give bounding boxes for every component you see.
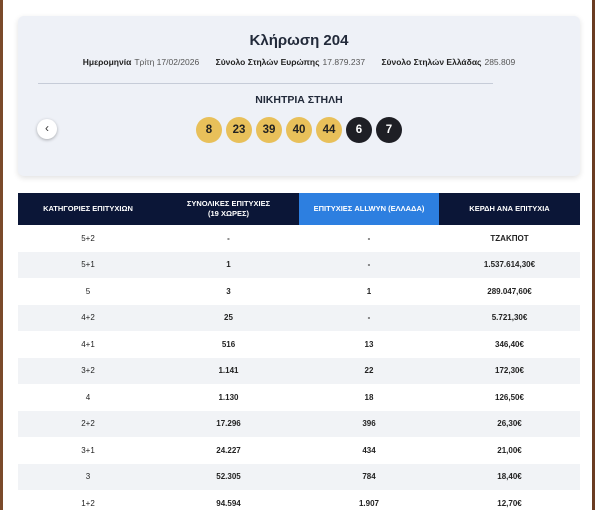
table-row: 5+1 1-1.537.614,30€ [18, 251, 580, 278]
allwyn-wins-cell: 1 [366, 286, 372, 296]
draw-meta-row: Ημερομηνία Τρίτη 17/02/2026 Σύνολο Στηλών… [18, 57, 580, 67]
total-wins-cell: 516 [221, 339, 236, 349]
total-wins-cell: - [227, 233, 230, 243]
divider [38, 83, 493, 84]
category-cell: 4+1 [81, 339, 95, 349]
draw-date: Ημερομηνία Τρίτη 17/02/2026 [83, 57, 199, 67]
prize-cell: ΤΖΑΚΠΟΤ [490, 233, 529, 243]
allwyn-wins-cell: 1.907 [358, 498, 380, 508]
draw-summary-card: Κλήρωση 204 Ημερομηνία Τρίτη 17/02/2026 Σ… [18, 16, 580, 176]
category-cell: 3+1 [81, 445, 95, 455]
allwyn-wins-cell: 13 [364, 339, 374, 349]
header-total-line1: ΣΥΝΟΛΙΚΕΣ ΕΠΙΤΥΧΙΕΣ [186, 199, 271, 208]
table-row: 5 3 1 289.047,60€ [18, 278, 580, 305]
category-cell: 4+2 [18, 304, 158, 331]
category-cell: 3+2 [18, 357, 158, 384]
number-ball: 39 [256, 117, 282, 143]
draw-title: Κλήρωση 204 [249, 32, 349, 49]
greece-total-value: 285.809 [484, 57, 516, 67]
table-row: 4+2 25-5.721,30€ [18, 304, 580, 331]
total-wins-cell: 94.594 [216, 498, 241, 508]
previous-draw-button[interactable]: ‹ [37, 119, 57, 139]
number-ball: 23 [226, 117, 252, 143]
europe-total-value: 17.879.237 [322, 57, 366, 67]
total-wins-cell: 25 [158, 304, 299, 331]
chevron-left-icon: ‹ [45, 121, 49, 135]
star-ball: 7 [376, 117, 402, 143]
allwyn-wins-cell: 434 [362, 445, 376, 455]
number-ball: 40 [286, 117, 312, 143]
category-cell: 3 [18, 463, 158, 490]
table-row: 1+2 94.594 1.907 12,70€ [18, 490, 580, 510]
number-ball: 44 [316, 117, 342, 143]
total-wins-cell: 1 [158, 251, 299, 278]
total-wins-cell: 3 [226, 286, 231, 296]
background-edge-left [0, 0, 3, 510]
results-table: ΚΑΤΗΓΟΡΙΕΣ ΕΠΙΤΥΧΙΩΝ ΣΥΝΟΛΙΚΕΣ ΕΠΙΤΥΧΙΕΣ… [18, 193, 580, 510]
allwyn-wins-cell: - [299, 251, 439, 278]
prize-cell: 346,40€ [495, 339, 524, 349]
allwyn-wins-cell: - [367, 233, 371, 243]
total-wins-cell: 52.305 [158, 463, 299, 490]
header-category: ΚΑΤΗΓΟΡΙΕΣ ΕΠΙΤΥΧΙΩΝ [18, 193, 158, 225]
europe-total-label: Σύνολο Στηλών Ευρώπης [215, 57, 320, 67]
allwyn-wins-cell: 18 [364, 392, 374, 402]
table-header-row: ΚΑΤΗΓΟΡΙΕΣ ΕΠΙΤΥΧΙΩΝ ΣΥΝΟΛΙΚΕΣ ΕΠΙΤΥΧΙΕΣ… [18, 193, 580, 225]
star-ball: 6 [346, 117, 372, 143]
draw-date-label: Ημερομηνία [82, 57, 132, 67]
background-edge-right [592, 0, 595, 510]
total-wins-cell: 1.130 [218, 392, 239, 402]
table-row: 2+2 17.296 396 26,30€ [18, 410, 580, 437]
table-row: 3+1 24.227 434 21,00€ [18, 437, 580, 464]
table-row: 3 52.305 784 18,40€ [18, 463, 580, 490]
prize-cell: 126,50€ [495, 392, 524, 402]
draw-date-value: Τρίτη 17/02/2026 [134, 57, 200, 67]
allwyn-wins-cell: 784 [299, 463, 439, 490]
table-row: 4 1.130 18 126,50€ [18, 384, 580, 411]
prize-cell: 18,40€ [439, 463, 580, 490]
header-total-line2: (19 ΧΩΡΕΣ) [208, 209, 249, 218]
winning-line-label: ΝΙΚΗΤΡΙΑ ΣΤΗΛΗ [255, 94, 343, 106]
prize-cell: 289.047,60€ [487, 286, 532, 296]
prize-cell: 5.721,30€ [439, 304, 580, 331]
category-cell: 5+1 [18, 251, 158, 278]
winning-numbers: 8 23 39 40 44 6 7 [18, 117, 580, 143]
prize-cell: 1.537.614,30€ [439, 251, 580, 278]
prize-cell: 21,00€ [497, 445, 522, 455]
category-cell: 4 [85, 392, 91, 402]
allwyn-wins-cell: 396 [299, 410, 439, 437]
header-prize: ΚΕΡΔΗ ΑΝΑ ΕΠΙΤΥΧΙΑ [439, 193, 580, 225]
total-wins-cell: 17.296 [158, 410, 299, 437]
allwyn-wins-cell: - [299, 304, 439, 331]
number-ball: 8 [196, 117, 222, 143]
category-cell: 2+2 [18, 410, 158, 437]
table-row: 3+2 1.141 22 172,30€ [18, 357, 580, 384]
table-row: 5+2 - - ΤΖΑΚΠΟΤ [18, 225, 580, 252]
category-cell: 5 [85, 286, 91, 296]
header-total-wins: ΣΥΝΟΛΙΚΕΣ ΕΠΙΤΥΧΙΕΣ (19 ΧΩΡΕΣ) [158, 193, 299, 225]
prize-cell: 26,30€ [439, 410, 580, 437]
allwyn-wins-cell: 22 [299, 357, 439, 384]
europe-total: Σύνολο Στηλών Ευρώπης 17.879.237 [216, 57, 365, 67]
header-allwyn-wins: ΕΠΙΤΥΧΙΕΣ ALLWYN (ΕΛΛΑΔΑ) [299, 193, 439, 225]
prize-cell: 12,70€ [497, 498, 522, 508]
category-cell: 5+2 [81, 233, 95, 243]
table-row: 4+1 516 13 346,40€ [18, 331, 580, 358]
total-wins-cell: 1.141 [158, 357, 299, 384]
prize-cell: 172,30€ [439, 357, 580, 384]
total-wins-cell: 24.227 [216, 445, 241, 455]
greece-total-label: Σύνολο Στηλών Ελλάδας [381, 57, 482, 67]
category-cell: 1+2 [81, 498, 95, 508]
greece-total: Σύνολο Στηλών Ελλάδας 285.809 [381, 57, 515, 67]
